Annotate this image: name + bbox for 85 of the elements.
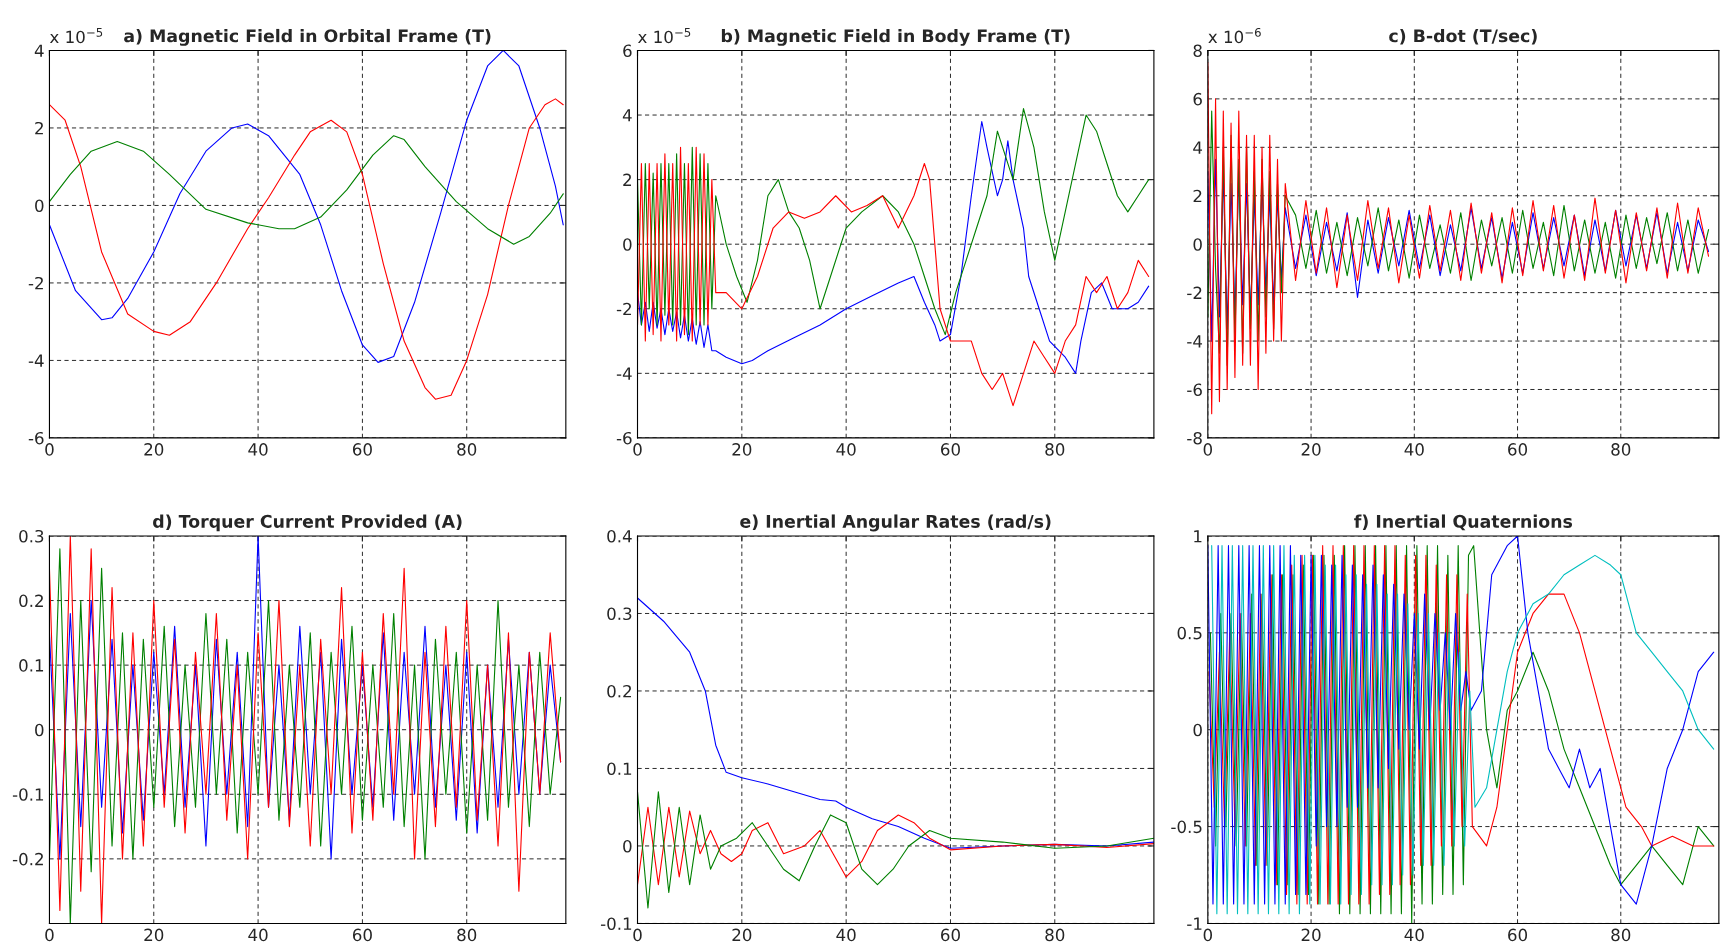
y-tick-label: 1 [1194,530,1202,543]
x-tick-label: 40 [1404,443,1424,456]
y-tick-label: 0.3 [19,529,44,543]
x-tick-label: 0 [1203,928,1213,942]
x-tick-label: 0 [633,443,642,456]
x-tick-label: 0 [633,928,642,942]
y-tick-label: -0.2 [12,852,43,866]
y-tick-label: -4 [28,354,44,367]
line-series [637,108,1150,336]
line-series [637,146,1150,407]
x-tick-label: 60 [352,443,372,456]
x-tick-label: 40 [836,443,856,456]
x-tick-label: 60 [1508,443,1528,456]
y-tick-label: 0.5 [1177,626,1202,640]
x-tick-label: 80 [1611,443,1631,456]
chart-title: e) Inertial Angular Rates (rad/s) [740,514,1051,532]
y-tick-label: -6 [28,431,44,445]
y-tick-label: -0.5 [1171,820,1202,834]
chart-title: a) Magnetic Field in Orbital Frame (T) [124,28,491,46]
y-tick-label: 0.4 [607,529,632,543]
line-series [637,120,1150,374]
x-tick-label: 40 [248,443,268,456]
line-series [49,135,564,245]
y-tick-label: 8 [1193,44,1202,58]
text: x 10$^{−6}$ [1208,27,1261,44]
y-tick-label: 0 [623,238,632,251]
y-tick-label: 4 [34,44,44,57]
x-tick-label: 40 [248,928,268,942]
x-tick-label: 60 [352,928,372,942]
x-tick-label: 60 [1508,928,1528,942]
y-tick-label: 0.2 [607,684,631,698]
chart-title: d) Torquer Current Provided (A) [153,514,462,532]
x-tick-label: 80 [457,443,477,456]
x-tick-label: 0 [1203,443,1213,456]
y-tick-label: 0.1 [19,659,44,672]
y-tick-label: 6 [1193,92,1202,106]
text: x 10$^{−5}$ [49,28,103,44]
y-tick-label: 0 [623,839,632,853]
y-tick-label: 0.1 [607,762,632,776]
line-series [49,98,564,400]
x-tick-label: 80 [1045,443,1065,456]
y-tick-label: -2 [616,302,631,316]
y-tick-label: 2 [623,173,631,186]
x-tick-label: 80 [457,928,477,942]
text: x 10$^{−5}$ [637,28,691,44]
x-tick-label: 40 [836,928,856,942]
y-tick-label: 0 [1193,723,1202,737]
x-tick-label: 0 [45,443,54,456]
x-tick-label: 20 [1301,928,1321,942]
y-tick-label: 0.3 [607,607,632,621]
chart-title: c) B-dot (T/sec) [1389,28,1537,45]
y-tick-label: 4 [1193,141,1203,154]
y-tick-label: -6 [1187,383,1202,397]
x-tick-label: 0 [45,928,54,942]
y-tick-label: -8 [1187,431,1202,445]
y-tick-label: -0.1 [12,788,44,801]
y-tick-label: -6 [616,431,632,445]
x-tick-label: 60 [941,443,960,456]
x-tick-label: 80 [1611,928,1631,942]
x-tick-label: 20 [144,443,164,456]
y-tick-label: -2 [1187,286,1202,299]
y-tick-label: 0.2 [19,594,43,608]
x-tick-label: 40 [1404,928,1424,942]
y-tick-label: 6 [623,44,632,58]
y-tick-label: -1 [1187,917,1202,930]
y-tick-label: 0 [1193,238,1202,251]
x-tick-label: 20 [144,928,164,942]
line-series [637,806,1154,886]
y-tick-label: -4 [616,367,632,380]
x-tick-label: 20 [1301,443,1321,456]
y-tick-label: 2 [1193,189,1202,203]
chart-title: f) Inertial Quaternions [1354,514,1573,531]
line-series [637,791,1154,909]
x-tick-label: 60 [941,928,960,942]
y-tick-label: 0 [35,723,44,737]
y-tick-label: 4 [622,109,632,122]
y-tick-label: -2 [28,276,43,290]
y-tick-label: -0.1 [600,917,632,931]
y-tick-label: 0 [35,199,44,213]
x-tick-label: 80 [1045,928,1065,942]
y-tick-label: -4 [1187,335,1203,348]
y-tick-label: 2 [35,121,43,135]
chart-title: b) Magnetic Field in Body Frame (T) [721,28,1070,46]
x-tick-label: 20 [732,443,752,456]
x-tick-label: 20 [732,928,752,942]
